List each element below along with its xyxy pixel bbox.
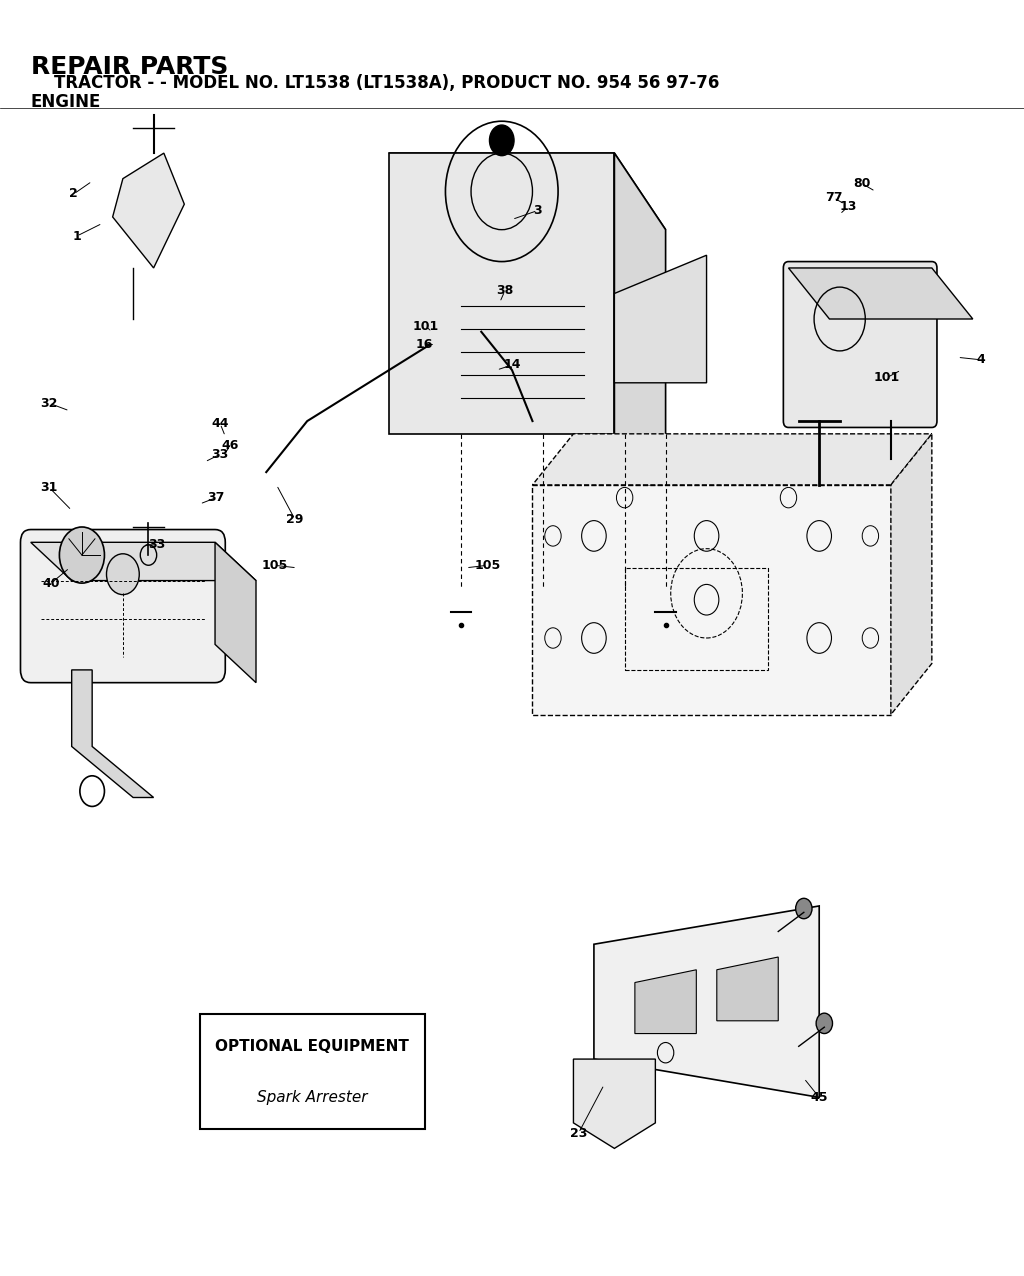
Polygon shape [532,485,891,715]
FancyBboxPatch shape [783,262,937,427]
Text: 105: 105 [261,559,288,572]
Circle shape [59,527,104,583]
Text: 44: 44 [211,417,229,430]
Text: 37: 37 [208,491,224,504]
Polygon shape [573,1059,655,1148]
Text: ENGINE: ENGINE [31,93,101,111]
Text: 40: 40 [42,577,60,590]
Polygon shape [532,434,932,485]
Polygon shape [72,670,154,798]
Text: 1: 1 [73,230,81,242]
Text: 29: 29 [287,513,303,526]
Bar [625,568,768,670]
Text: 38: 38 [497,285,513,297]
Circle shape [489,125,514,156]
Text: 33: 33 [148,538,165,551]
Polygon shape [614,153,666,510]
Circle shape [796,898,812,919]
Polygon shape [215,542,256,683]
Text: 3: 3 [534,204,542,217]
Text: 2: 2 [70,188,78,200]
Text: 105: 105 [474,559,501,572]
Text: 46: 46 [222,439,239,452]
Polygon shape [389,153,666,230]
Text: 23: 23 [570,1127,587,1139]
Text: Spark Arrester: Spark Arrester [257,1090,368,1105]
Text: REPAIR PARTS: REPAIR PARTS [31,55,228,79]
FancyBboxPatch shape [20,530,225,683]
Circle shape [883,449,899,470]
Text: TRACTOR - - MODEL NO. LT1538 (LT1538A), PRODUCT NO. 954 56 97-76: TRACTOR - - MODEL NO. LT1538 (LT1538A), … [31,74,719,92]
Text: 16: 16 [416,338,432,351]
Text: 32: 32 [41,397,57,410]
Polygon shape [31,542,256,581]
Polygon shape [594,906,819,1097]
Circle shape [106,554,139,595]
Polygon shape [614,255,707,383]
Text: 101: 101 [413,320,439,333]
Text: 77: 77 [824,191,843,204]
Text: 31: 31 [41,481,57,494]
Circle shape [816,1013,833,1034]
Polygon shape [717,957,778,1021]
Text: 14: 14 [503,359,521,371]
Text: 33: 33 [212,448,228,461]
FancyBboxPatch shape [200,1014,425,1129]
Text: OPTIONAL EQUIPMENT: OPTIONAL EQUIPMENT [215,1039,410,1054]
Text: 80: 80 [854,177,870,190]
Polygon shape [113,153,184,268]
Polygon shape [635,970,696,1034]
Text: 13: 13 [840,200,856,213]
Polygon shape [389,153,614,434]
Polygon shape [788,268,973,319]
Text: 4: 4 [977,353,985,366]
Text: 45: 45 [810,1091,828,1104]
Text: 101: 101 [873,371,900,384]
Polygon shape [891,434,932,715]
